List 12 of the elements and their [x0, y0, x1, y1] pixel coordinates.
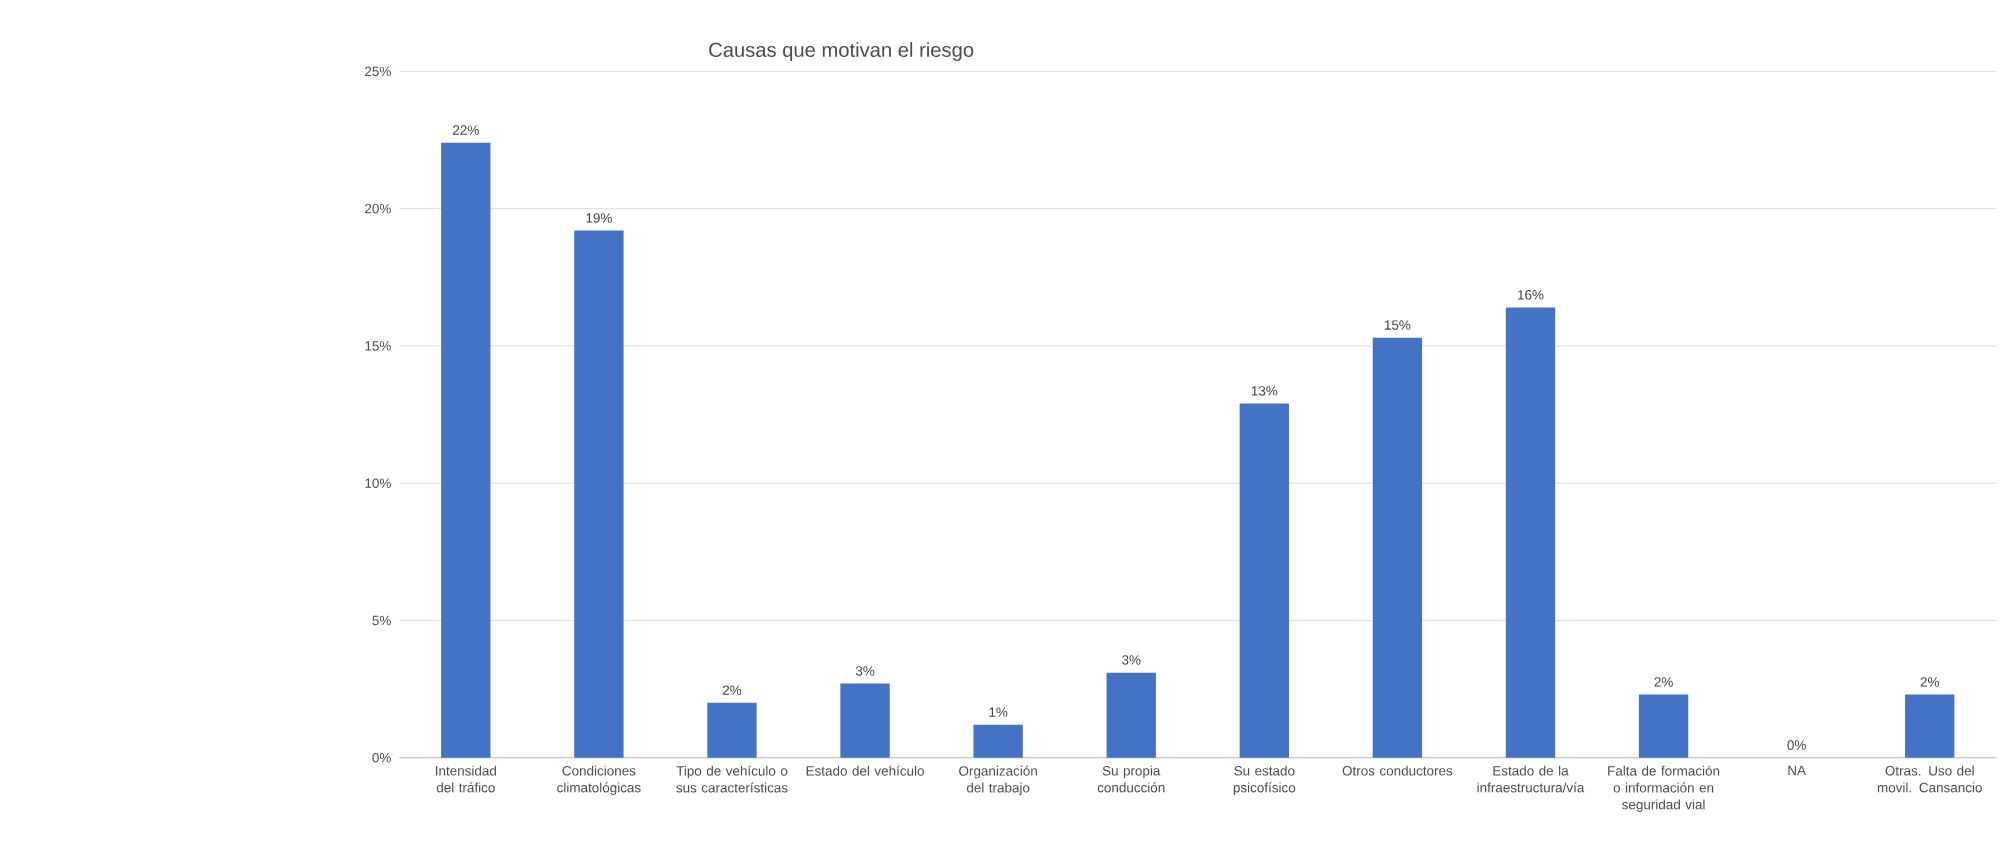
- bar: [1905, 694, 1955, 758]
- bar: [1638, 694, 1689, 758]
- bar: [1239, 403, 1289, 758]
- bar: [973, 724, 1023, 758]
- bar: [707, 703, 757, 758]
- bar: [441, 142, 491, 758]
- bar: [1106, 672, 1156, 758]
- chart-title: Causas que motivan el riesgo: [709, 42, 974, 62]
- bar: [1505, 307, 1556, 758]
- bar: [1372, 337, 1423, 758]
- bar: [574, 230, 624, 758]
- bar: [840, 683, 890, 758]
